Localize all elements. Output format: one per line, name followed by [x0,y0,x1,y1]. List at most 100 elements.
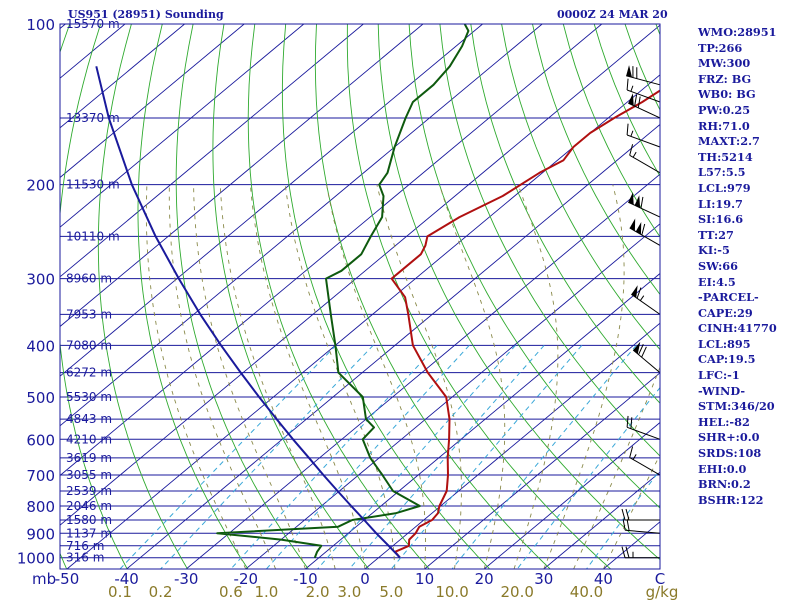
index-item: SW:66 [698,258,738,273]
moist-adiabat [602,453,660,569]
wind-barb [629,144,661,174]
moist-adiabat [376,184,462,569]
index-item: SRDS:108 [698,446,762,461]
chart-grid [60,24,660,569]
mixing-ratio-line [160,344,374,569]
x-axis-label: mb [32,570,56,588]
mixing-ratio-line [516,386,660,569]
pressure-tick-label: 400 [26,337,55,355]
mixing-ratio-tick-label: 0.6 [219,583,243,600]
isotherm-line [245,223,660,569]
height-label: 7953 m [66,307,112,321]
isotherm-line [60,24,245,179]
index-item: STM:346/20 [698,399,775,414]
isotherm-line [60,24,543,427]
dry-adiabat [408,24,660,509]
height-label: 7080 m [66,338,112,352]
height-label: 8960 m [66,272,112,286]
pressure-tick-label: 700 [26,467,55,485]
dry-adiabat [97,24,188,569]
index-item: TH:5214 [698,149,753,164]
wind-barb [622,518,661,534]
height-label: 5530 m [66,390,112,404]
index-item: LFC:-1 [698,368,740,383]
index-item: -PARCEL- [698,290,759,305]
pressure-tick-label: 600 [26,431,55,449]
mixing-ratio-tick-label: 40.0 [570,583,603,600]
moist-adiabat [543,184,625,569]
dry-adiabat [439,24,660,457]
temperature-tick-label: 40 [594,570,613,588]
chart-curves [95,24,660,559]
dewpoint-line [216,24,470,559]
moist-adiabat [439,184,506,569]
mixing-ratio-tick-label: 0.1 [108,583,132,600]
isotherm-line [60,24,483,377]
wind-barb [629,218,661,246]
index-item: EHI:0.0 [698,461,747,476]
isotherm-line [364,322,660,569]
mixing-ratio-unit-label: g/kg [646,583,679,600]
height-label: 6272 m [66,366,112,380]
dry-adiabat [377,24,660,561]
dry-adiabat [247,24,430,569]
dry-adiabat [501,24,660,351]
isotherm-line [305,272,660,569]
wind-barb [626,415,661,440]
plot-frame [59,23,661,570]
pressure-tick-label: 200 [26,177,55,195]
index-item: RH:71.0 [698,118,750,133]
height-label: 3619 m [66,451,112,465]
index-item: LI:19.7 [698,196,743,211]
wind-barb [626,65,661,86]
parcel-line [95,66,401,559]
temperature-tick-label: 30 [534,570,553,588]
moist-adiabat [193,184,306,569]
temperature-tick-label: 20 [475,570,494,588]
pressure-tick-label: 300 [26,271,55,289]
mixing-ratio-tick-label: 1.0 [254,583,278,600]
isotherm-line [60,24,603,477]
temperature-tick-label: -30 [174,570,199,588]
dry-adiabat [314,24,551,569]
temperature-tick-label: -10 [293,570,318,588]
mixing-ratio-line [390,344,583,569]
height-label: 1137 m [66,526,112,540]
index-item: WB0: BG [698,87,756,102]
height-label: 11530 m [66,178,120,192]
mixing-ratio-tick-label: 0.2 [149,583,173,600]
isotherm-line [60,24,660,526]
temperature-tick-label: -20 [234,570,259,588]
mixing-ratio-line [266,344,470,569]
isotherm-line [60,24,305,228]
temperature-line [390,89,660,559]
isotherm-line [66,74,660,569]
temperature-tick-label: 0 [360,570,370,588]
height-label: 716 m [66,539,104,553]
mixing-ratio-line [317,344,516,569]
index-item: LCL:895 [698,336,751,351]
index-item: TT:27 [698,227,734,242]
dry-adiabat [137,24,249,569]
height-label: 2046 m [66,499,112,513]
dry-adiabat [175,24,309,569]
dry-adiabat [60,24,71,569]
wind-barb [628,93,661,119]
height-label: 2539 m [66,484,112,498]
pressure-tick-label: 100 [26,16,55,34]
indices-panel: WMO:28951 TP:266 MW:300 FRZ: BG WB0: BG PW:0.… [698,25,798,508]
wind-barb [631,285,661,315]
index-item: -WIND- [698,383,746,398]
isotherm-line [424,372,660,569]
index-item: KI:-5 [698,243,730,258]
dry-adiabat [281,24,491,569]
height-label: 4210 m [66,432,112,446]
index-item: PW:0.25 [698,102,751,117]
moist-adiabat [219,184,336,569]
mixing-ratio-tick-label: 3.0 [337,583,361,600]
height-label: 4843 m [66,412,112,426]
index-item: SI:16.6 [698,212,744,227]
mixing-ratio-line [230,344,438,569]
wind-barb [628,192,661,218]
